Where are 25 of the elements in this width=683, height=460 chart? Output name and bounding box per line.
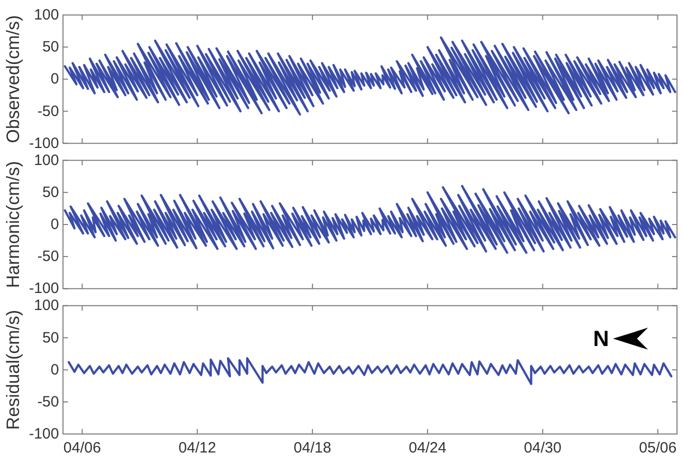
- x-tick-label: 05/06: [639, 440, 677, 456]
- x-tick-label: 04/06: [63, 440, 101, 456]
- y-tick-label: 0: [50, 216, 59, 233]
- y-axis-title: Observed(cm/s): [3, 15, 23, 144]
- y-tick-label: 50: [42, 329, 59, 346]
- y-tick-label: 0: [50, 70, 59, 88]
- y-tick-label: 100: [34, 6, 59, 24]
- y-tick-label: 0: [50, 361, 59, 378]
- y-axis-title: Harmonic(cm/s): [3, 160, 23, 288]
- y-tick-label: 100: [34, 297, 59, 314]
- x-tick-label: 04/30: [524, 440, 562, 456]
- y-tick-label: 50: [42, 38, 59, 56]
- annotation: N: [593, 326, 609, 352]
- y-tick-label: -100: [28, 426, 59, 442]
- x-tick-label: 04/18: [294, 440, 332, 456]
- x-tick-label: 04/12: [178, 440, 216, 456]
- y-tick-label: 100: [34, 152, 59, 169]
- y-tick-label: -50: [37, 393, 59, 410]
- x-tick-label: 04/24: [408, 440, 446, 456]
- y-tick-label: 50: [42, 184, 59, 201]
- y-axis-title: Residual(cm/s): [3, 310, 23, 430]
- y-tick-label: -50: [37, 102, 59, 120]
- y-tick-label: -50: [37, 248, 59, 266]
- y-tick-label: -100: [28, 134, 59, 152]
- y-tick-label: -100: [28, 280, 59, 298]
